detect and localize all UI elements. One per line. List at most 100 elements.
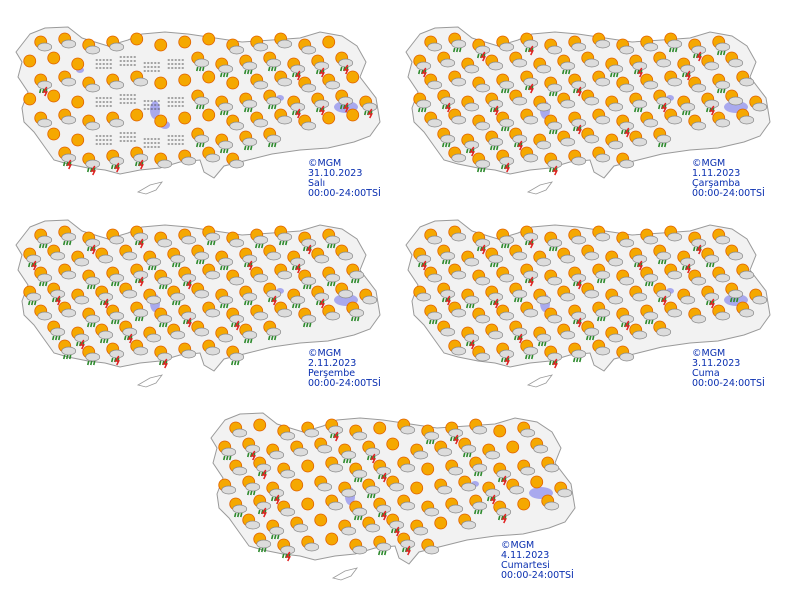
- partly-cloudy-icon: [712, 304, 731, 321]
- rain-showers-icon: [338, 443, 357, 464]
- rain-showers-icon: [82, 307, 101, 328]
- thunderstorm-icon: [616, 307, 635, 331]
- turkey-map: [210, 412, 576, 581]
- partly-cloudy-icon: [82, 114, 101, 131]
- thunderstorm-icon: [335, 51, 354, 75]
- partly-cloudy-icon: [581, 127, 600, 144]
- cyprus-outline: [526, 181, 553, 195]
- partly-cloudy-icon: [581, 51, 600, 68]
- partly-cloudy-icon: [568, 35, 587, 52]
- partly-cloudy-icon: [298, 38, 317, 55]
- thunderstorm-icon: [287, 57, 306, 81]
- rain-showers-icon: [349, 462, 368, 483]
- partly-cloudy-icon: [533, 250, 552, 267]
- forecast-map-3-11-2023: ©MGM 3.11.2023 Cuma 00:00-24:00TSİ: [400, 215, 780, 400]
- sunny-icon: [493, 424, 507, 438]
- sunny-icon: [346, 70, 360, 84]
- sunny-icon: [325, 532, 339, 546]
- partly-cloudy-icon: [106, 73, 125, 90]
- day: Cumartesi: [501, 560, 550, 571]
- partly-cloudy-icon: [410, 443, 429, 460]
- rain-showers-icon: [653, 127, 672, 148]
- sunny-icon: [373, 421, 387, 435]
- partly-cloudy-icon: [202, 301, 221, 318]
- rain-showers-icon: [215, 250, 234, 271]
- partly-cloudy-icon: [421, 500, 440, 517]
- partly-cloudy-icon: [143, 326, 162, 343]
- sunny-icon: [410, 481, 424, 495]
- partly-cloudy-icon: [424, 228, 443, 245]
- partly-cloudy-icon: [445, 459, 464, 476]
- partly-cloudy-icon: [325, 456, 344, 473]
- thunderstorm-icon: [95, 285, 114, 309]
- partly-cloudy-icon: [397, 494, 416, 511]
- partly-cloudy-icon: [397, 418, 416, 435]
- partly-cloudy-icon: [277, 462, 296, 479]
- day: Cuma: [692, 368, 720, 379]
- thunderstorm-icon: [493, 500, 512, 524]
- sunny-icon: [421, 462, 435, 476]
- rain-showers-icon: [346, 263, 365, 284]
- thunderstorm-icon: [119, 320, 138, 344]
- rain-showers-icon: [461, 288, 480, 309]
- partly-cloudy-icon: [274, 263, 293, 280]
- rain-showers-icon: [191, 51, 210, 72]
- rain-showers-icon: [544, 76, 563, 97]
- thunderstorm-icon: [298, 231, 317, 255]
- rain-showers-icon: [191, 127, 210, 148]
- sunny-icon: [346, 108, 360, 122]
- thunderstorm-icon: [47, 282, 66, 306]
- partly-cloudy-icon: [106, 111, 125, 128]
- partly-cloudy-icon: [359, 288, 378, 305]
- partly-cloudy-icon: [448, 108, 467, 125]
- partly-cloudy-icon: [448, 263, 467, 280]
- partly-cloudy-icon: [653, 320, 672, 337]
- partly-cloudy-icon: [664, 263, 683, 280]
- partly-cloudy-icon: [725, 244, 744, 261]
- sunny-icon: [178, 35, 192, 49]
- rain-showers-icon: [239, 130, 258, 151]
- rain-showers-icon: [701, 247, 720, 268]
- rain-showers-icon: [677, 95, 696, 116]
- partly-cloudy-icon: [664, 301, 683, 318]
- partly-cloudy-icon: [592, 225, 611, 242]
- partly-cloudy-icon: [592, 146, 611, 163]
- fog-icon: [95, 59, 112, 69]
- rain-showers-icon: [266, 519, 285, 540]
- thunderstorm-icon: [493, 462, 512, 486]
- partly-cloudy-icon: [119, 244, 138, 261]
- thunderstorm-icon: [520, 70, 539, 94]
- partly-cloudy-icon: [191, 320, 210, 337]
- partly-cloudy-icon: [58, 263, 77, 280]
- rain-showers-icon: [154, 307, 173, 328]
- map-caption: ©MGM 2.11.2023 Perşembe 00:00-24:00TSİ: [308, 349, 381, 389]
- rain-showers-icon: [239, 323, 258, 344]
- thunderstorm-icon: [701, 285, 720, 309]
- partly-cloudy-icon: [472, 345, 491, 362]
- thunderstorm-icon: [335, 89, 354, 113]
- partly-cloudy-icon: [250, 73, 269, 90]
- thunderstorm-icon: [568, 111, 587, 135]
- partly-cloudy-icon: [640, 73, 659, 90]
- copyright: ©MGM: [692, 158, 726, 169]
- partly-cloudy-icon: [58, 32, 77, 49]
- partly-cloudy-icon: [616, 345, 635, 362]
- partly-cloudy-icon: [397, 456, 416, 473]
- rain-showers-icon: [605, 57, 624, 78]
- thunderstorm-icon: [325, 418, 344, 442]
- partly-cloudy-icon: [461, 250, 480, 267]
- partly-cloudy-icon: [290, 516, 309, 533]
- partly-cloudy-icon: [58, 108, 77, 125]
- partly-cloudy-icon: [664, 70, 683, 87]
- partly-cloudy-icon: [469, 418, 488, 435]
- partly-cloudy-icon: [167, 323, 186, 340]
- day: Salı: [308, 178, 326, 189]
- partly-cloudy-icon: [517, 421, 536, 438]
- partly-cloudy-icon: [506, 478, 525, 495]
- thunderstorm-icon: [226, 307, 245, 331]
- rain-showers-icon: [229, 497, 248, 518]
- map-caption: ©MGM 3.11.2023 Cuma 00:00-24:00TSİ: [692, 349, 765, 389]
- partly-cloudy-icon: [541, 456, 560, 473]
- rain-showers-icon: [592, 301, 611, 322]
- thunderstorm-icon: [472, 231, 491, 255]
